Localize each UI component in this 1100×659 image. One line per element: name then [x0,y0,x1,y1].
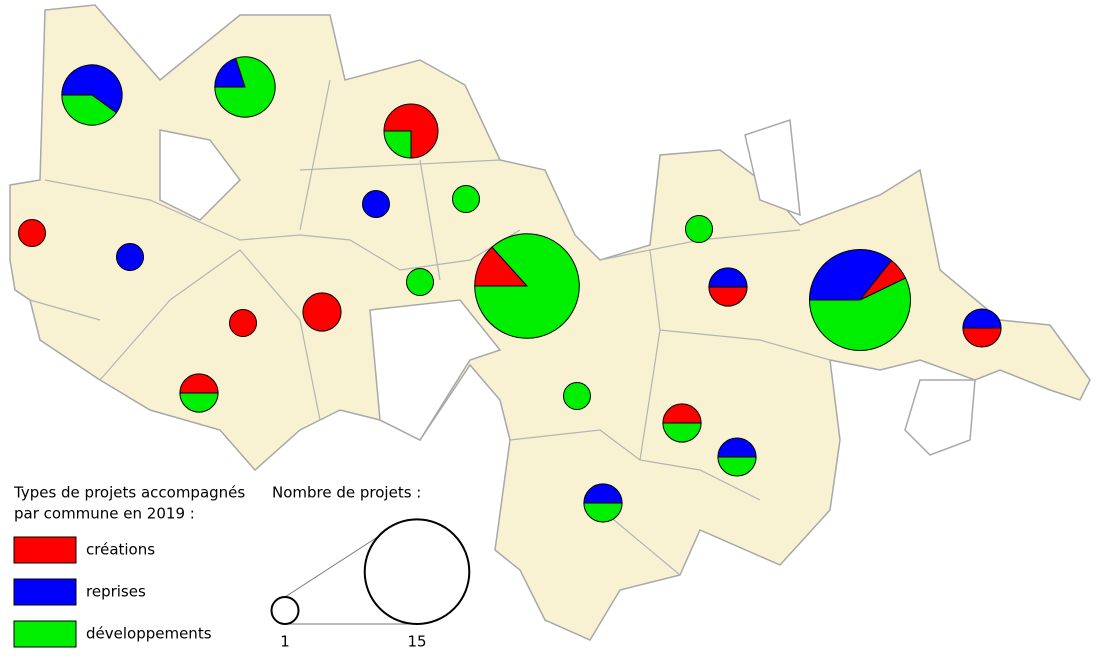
legend-swatch [13,578,77,606]
pie-slice [962,308,1002,329]
pie-slice [383,130,412,159]
pie-slice [61,94,118,126]
size-legend-label: 15 [407,633,426,651]
pie-slice [717,437,757,458]
size-legend-circle [363,518,471,625]
holes [159,118,976,456]
legend-label: reprises [86,583,146,601]
pie-slice [808,277,912,351]
pie-slice [583,483,623,504]
pie-slice [452,185,480,213]
pie-slice [61,64,123,114]
pie-slice [302,292,342,332]
legend-swatch [13,620,77,648]
pie-slice [563,382,591,410]
size-legend-title: Nombre de projets : [272,484,421,502]
pie-slice [362,190,390,218]
pie-slice [962,327,1002,348]
pie-slice [808,248,893,301]
pie-slice [406,268,434,296]
pie-slice [229,309,257,337]
pie-slice [214,56,276,118]
pie-slice [685,215,713,243]
pie-slice [116,243,144,271]
legend-label: créations [86,541,155,559]
pie-slice [583,502,623,523]
pie-slice [18,219,46,247]
legend-label: développements [86,625,212,643]
size-legend-connector [284,534,381,598]
pie-slice [179,392,219,413]
pie-slice [662,422,702,443]
pie-slice [179,373,219,394]
size-legend-label: 1 [280,633,290,651]
legend-title: par commune en 2019 : [14,505,195,523]
pie-slice [662,403,702,424]
size-legend-circle [270,596,300,625]
pie-slice [708,286,748,307]
pie-slice [717,456,757,477]
pie-slice [708,267,748,288]
pie-slice [214,57,246,88]
legend-title: Types de projets accompagnés [13,484,245,502]
pie-slice [474,233,580,339]
legend-swatch [13,536,77,564]
